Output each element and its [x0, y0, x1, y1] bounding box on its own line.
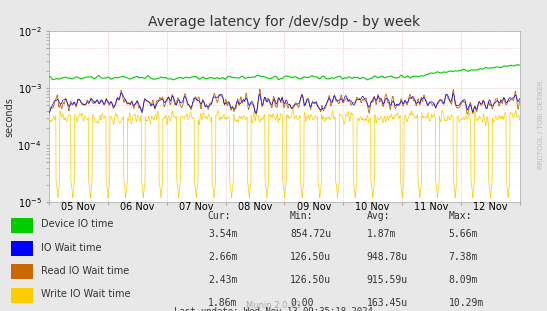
Text: 2.43m: 2.43m [208, 275, 237, 285]
Bar [11, 264, 33, 279]
Text: 126.50u: 126.50u [290, 275, 331, 285]
Text: 12 Nov: 12 Nov [473, 202, 508, 212]
Text: 1.87m: 1.87m [366, 229, 396, 239]
Text: 07 Nov: 07 Nov [179, 202, 213, 212]
Text: 126.50u: 126.50u [290, 252, 331, 262]
Text: Read IO Wait time: Read IO Wait time [41, 266, 129, 276]
Text: 09 Nov: 09 Nov [296, 202, 331, 212]
Text: Max:: Max: [449, 211, 472, 220]
Text: 915.59u: 915.59u [366, 275, 408, 285]
Bar [11, 288, 33, 303]
Text: 1.86m: 1.86m [208, 298, 237, 308]
Y-axis label: seconds: seconds [4, 97, 15, 137]
Text: 11 Nov: 11 Nov [414, 202, 449, 212]
Text: Last update: Wed Nov 13 09:35:18 2024: Last update: Wed Nov 13 09:35:18 2024 [174, 307, 373, 311]
Text: 08 Nov: 08 Nov [238, 202, 272, 212]
Text: Min:: Min: [290, 211, 313, 220]
Text: Cur:: Cur: [208, 211, 231, 220]
Text: 8.09m: 8.09m [449, 275, 478, 285]
Text: 05 Nov: 05 Nov [61, 202, 96, 212]
Bar [11, 218, 33, 233]
Text: 163.45u: 163.45u [366, 298, 408, 308]
Text: 10.29m: 10.29m [449, 298, 484, 308]
Text: 06 Nov: 06 Nov [120, 202, 155, 212]
Text: 7.38m: 7.38m [449, 252, 478, 262]
Text: 0.00: 0.00 [290, 298, 313, 308]
Text: 2.66m: 2.66m [208, 252, 237, 262]
Text: 854.72u: 854.72u [290, 229, 331, 239]
Bar [11, 241, 33, 256]
Text: IO Wait time: IO Wait time [41, 243, 102, 253]
Title: Average latency for /dev/sdp - by week: Average latency for /dev/sdp - by week [148, 15, 421, 29]
Text: Munin 2.0.73: Munin 2.0.73 [246, 301, 301, 310]
Text: 10 Nov: 10 Nov [356, 202, 390, 212]
Text: 3.54m: 3.54m [208, 229, 237, 239]
Text: Avg:: Avg: [366, 211, 390, 220]
Text: 5.66m: 5.66m [449, 229, 478, 239]
Text: RRDTOOL / TOBI OETIKER: RRDTOOL / TOBI OETIKER [538, 80, 544, 169]
Text: 948.78u: 948.78u [366, 252, 408, 262]
Text: Device IO time: Device IO time [41, 219, 113, 229]
Text: Write IO Wait time: Write IO Wait time [41, 289, 131, 299]
